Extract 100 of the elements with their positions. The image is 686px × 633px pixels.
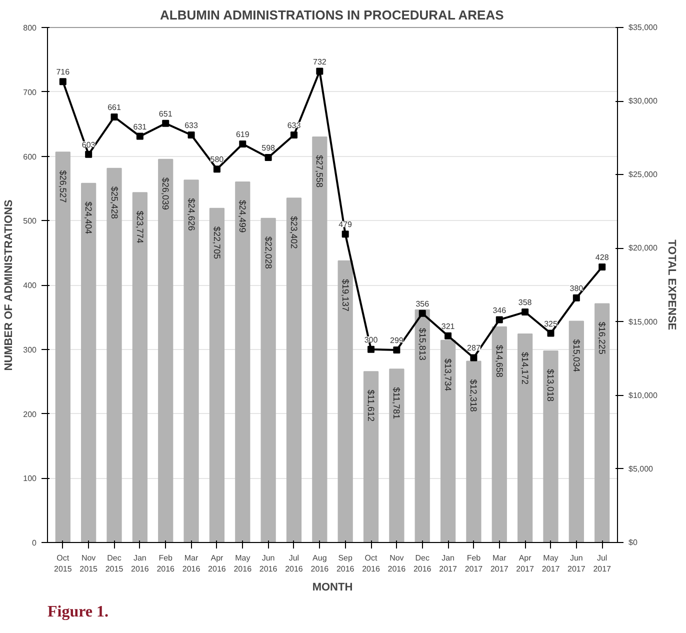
x-tick-label: Mar 2017 bbox=[490, 554, 509, 574]
y2-tick-label: $10,000 bbox=[628, 390, 658, 400]
point bbox=[572, 294, 580, 302]
x-tick-label: Oct 2016 bbox=[362, 554, 380, 574]
bar bbox=[466, 360, 482, 542]
bar bbox=[158, 158, 174, 542]
bar bbox=[260, 218, 276, 542]
point bbox=[444, 332, 452, 340]
point bbox=[547, 330, 554, 337]
point bbox=[496, 316, 503, 324]
y2-tick-label: $15,000 bbox=[628, 317, 658, 326]
point bbox=[213, 166, 220, 173]
x-tick-label: Feb 2017 bbox=[464, 554, 484, 574]
chart-title: ALBUMIN ADMINISTRATIONS IN PROCEDURAL AREAS bbox=[160, 8, 504, 22]
data-label: 633 bbox=[184, 121, 199, 130]
data-label: 716 bbox=[56, 68, 70, 77]
data-label: 321 bbox=[441, 322, 456, 331]
point bbox=[342, 230, 349, 238]
data-label: $23,402 bbox=[288, 216, 299, 249]
data-label: $13,018 bbox=[546, 368, 556, 402]
data-label: 287 bbox=[467, 344, 481, 353]
point bbox=[59, 78, 66, 86]
data-label: 346 bbox=[492, 306, 507, 315]
data-label: $24,404 bbox=[84, 201, 94, 234]
data-label: $26,039 bbox=[160, 177, 171, 210]
data-label: $15,813 bbox=[417, 328, 428, 360]
y-tick-label: 200 bbox=[23, 410, 38, 419]
point bbox=[470, 354, 478, 362]
data-label: $12,318 bbox=[468, 379, 479, 412]
point bbox=[368, 346, 375, 353]
data-label: 732 bbox=[312, 57, 327, 66]
point bbox=[290, 132, 298, 139]
x-tick-label: Apr 2016 bbox=[208, 554, 226, 574]
point bbox=[136, 132, 144, 140]
point bbox=[239, 140, 246, 148]
bar bbox=[389, 368, 404, 542]
bar bbox=[594, 303, 610, 542]
point bbox=[393, 346, 400, 354]
data-label: $24,499 bbox=[238, 200, 248, 233]
data-label: $19,137 bbox=[340, 278, 350, 312]
y-tick-label: 300 bbox=[23, 345, 38, 354]
bar bbox=[543, 350, 558, 542]
x-tick-label: Jul 2017 bbox=[593, 554, 612, 574]
bar bbox=[414, 309, 430, 542]
data-label: $27,558 bbox=[314, 155, 325, 188]
data-label: 479 bbox=[338, 220, 353, 230]
x-tick-label: May 2017 bbox=[542, 554, 560, 574]
point bbox=[188, 132, 195, 139]
bar bbox=[338, 260, 353, 542]
data-label: $25,428 bbox=[109, 186, 120, 219]
bar bbox=[286, 198, 302, 542]
bar bbox=[492, 326, 507, 542]
caption: Figure 1. bbox=[48, 604, 109, 620]
data-label: 428 bbox=[595, 252, 610, 262]
x-tick-label: Aug 2016 bbox=[310, 554, 330, 574]
x-tick-label: Jun 2017 bbox=[568, 554, 586, 574]
bar bbox=[568, 320, 584, 542]
data-label: 580 bbox=[210, 155, 224, 164]
data-label: 633 bbox=[287, 121, 302, 130]
data-label: $23,774 bbox=[134, 210, 145, 244]
data-label: 651 bbox=[158, 109, 173, 118]
bar bbox=[184, 180, 199, 542]
point bbox=[598, 263, 606, 270]
y2-tick-label: $35,000 bbox=[628, 23, 658, 32]
point bbox=[110, 113, 118, 120]
data-label: $13,734 bbox=[443, 358, 454, 391]
point bbox=[85, 150, 92, 158]
data-label: 619 bbox=[236, 130, 250, 140]
y2-tick-label: $25,000 bbox=[628, 170, 658, 180]
data-label: $14,172 bbox=[520, 352, 530, 385]
y-tick-label: 400 bbox=[23, 281, 38, 290]
x-tick-label: Feb 2016 bbox=[156, 554, 176, 574]
y2-tick-label: $30,000 bbox=[628, 96, 658, 106]
y-axis-title: NUMBER OF ADMINISTRATIONS bbox=[3, 200, 16, 371]
data-label: 631 bbox=[133, 122, 148, 132]
data-label: 603 bbox=[82, 140, 96, 150]
point bbox=[316, 68, 324, 75]
data-label: $24,626 bbox=[186, 198, 196, 231]
point bbox=[264, 154, 272, 162]
bar bbox=[55, 152, 70, 542]
y-tick-label: 500 bbox=[23, 216, 38, 226]
x-tick-label: Mar 2016 bbox=[182, 554, 201, 574]
bar bbox=[81, 182, 96, 542]
x-tick-label: Jan 2017 bbox=[439, 554, 458, 574]
x-tick-label: Nov 2015 bbox=[80, 554, 98, 574]
point bbox=[162, 120, 170, 127]
data-label: $11,612 bbox=[366, 390, 376, 422]
y2-tick-label: $20,000 bbox=[628, 244, 658, 253]
x-tick-label: Sep 2016 bbox=[336, 554, 355, 574]
data-label: $16,225 bbox=[597, 322, 608, 354]
data-label: 661 bbox=[108, 102, 122, 112]
data-label: 300 bbox=[364, 335, 378, 344]
bar bbox=[132, 192, 148, 542]
y2-tick-label: $5,000 bbox=[628, 464, 654, 474]
x-tick-label: Oct 2015 bbox=[54, 554, 72, 574]
bar bbox=[209, 208, 225, 542]
y-tick-label: 800 bbox=[23, 24, 38, 32]
point bbox=[418, 310, 426, 317]
data-label: 380 bbox=[570, 284, 584, 293]
data-label: 299 bbox=[390, 336, 404, 346]
